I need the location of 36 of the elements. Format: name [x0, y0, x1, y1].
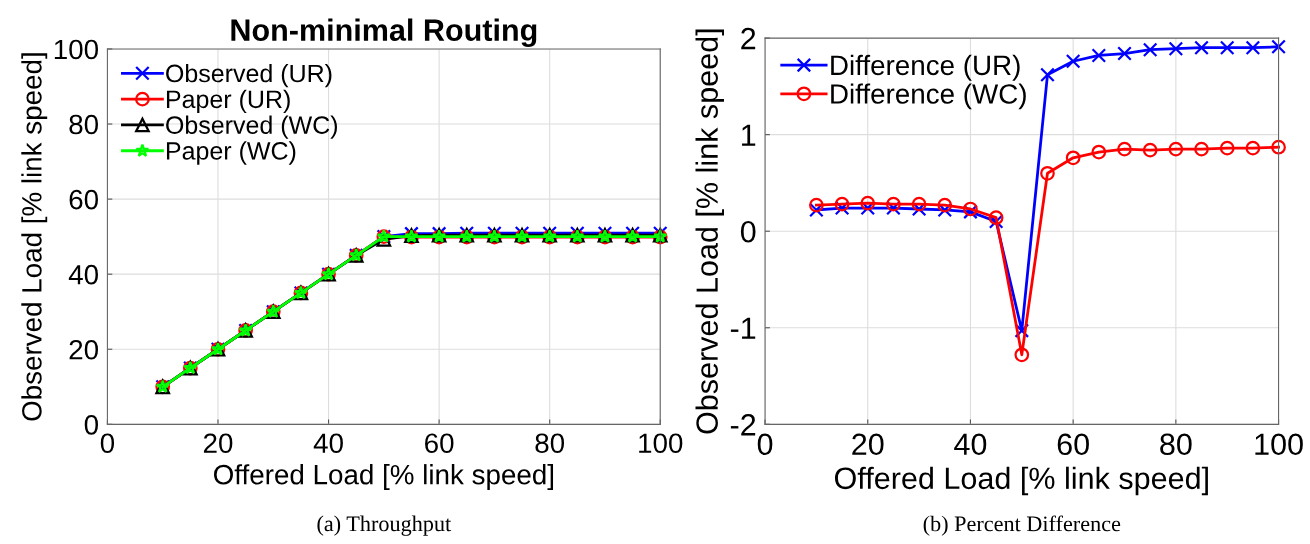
y-tick-label: -1	[730, 317, 756, 339]
x-tick-label: 80	[1160, 433, 1192, 456]
y-tick-label: 2	[741, 27, 756, 50]
x-tick-label: 40	[313, 433, 343, 454]
y-axis-title: Observed Load [% link speed]	[695, 29, 724, 434]
legend-label: Observed (WC)	[166, 115, 337, 139]
legend-label: Observed (UR)	[166, 63, 332, 88]
y-axis-title: Observed Load [% link speed]	[21, 53, 48, 421]
x-tick-label: 60	[1057, 433, 1089, 456]
y-tick-label: 60	[69, 189, 98, 210]
legend-label: Paper (WC)	[166, 141, 296, 165]
x-tick-label: 80	[535, 433, 565, 454]
y-tick-label: 40	[68, 264, 98, 285]
legend-label: Paper (UR)	[166, 89, 290, 114]
legend-label: Difference (WC)	[831, 83, 1026, 110]
y-tick-label: 1	[742, 124, 756, 146]
text: (a) Throughput	[317, 515, 452, 536]
x-axis-title: Offered Load [% link speed]	[834, 466, 1208, 496]
x-tick-label: 100	[639, 433, 683, 454]
text: (b) Percent Difference	[923, 515, 1121, 536]
y-tick-label: 100	[54, 39, 98, 60]
x-tick-label: 40	[954, 433, 987, 456]
y-tick-label: 0	[84, 414, 98, 435]
x-axis-title: Offered Load [% link speed]	[214, 464, 554, 490]
y-tick-label: -2	[730, 414, 756, 436]
x-tick-label: 0	[757, 433, 773, 456]
x-tick-label: 20	[203, 433, 233, 454]
y-tick-label: 0	[740, 220, 756, 243]
y-tick-label: 20	[69, 339, 98, 360]
x-tick-label: 100	[1255, 433, 1303, 456]
chart-title: Non-minimal Routing	[231, 18, 537, 48]
legend-label: Difference (UR)	[831, 54, 1020, 81]
y-tick-label: 80	[69, 114, 98, 135]
x-tick-label: 0	[100, 433, 115, 454]
x-tick-label: 20	[852, 433, 884, 456]
x-tick-label: 60	[425, 433, 454, 454]
